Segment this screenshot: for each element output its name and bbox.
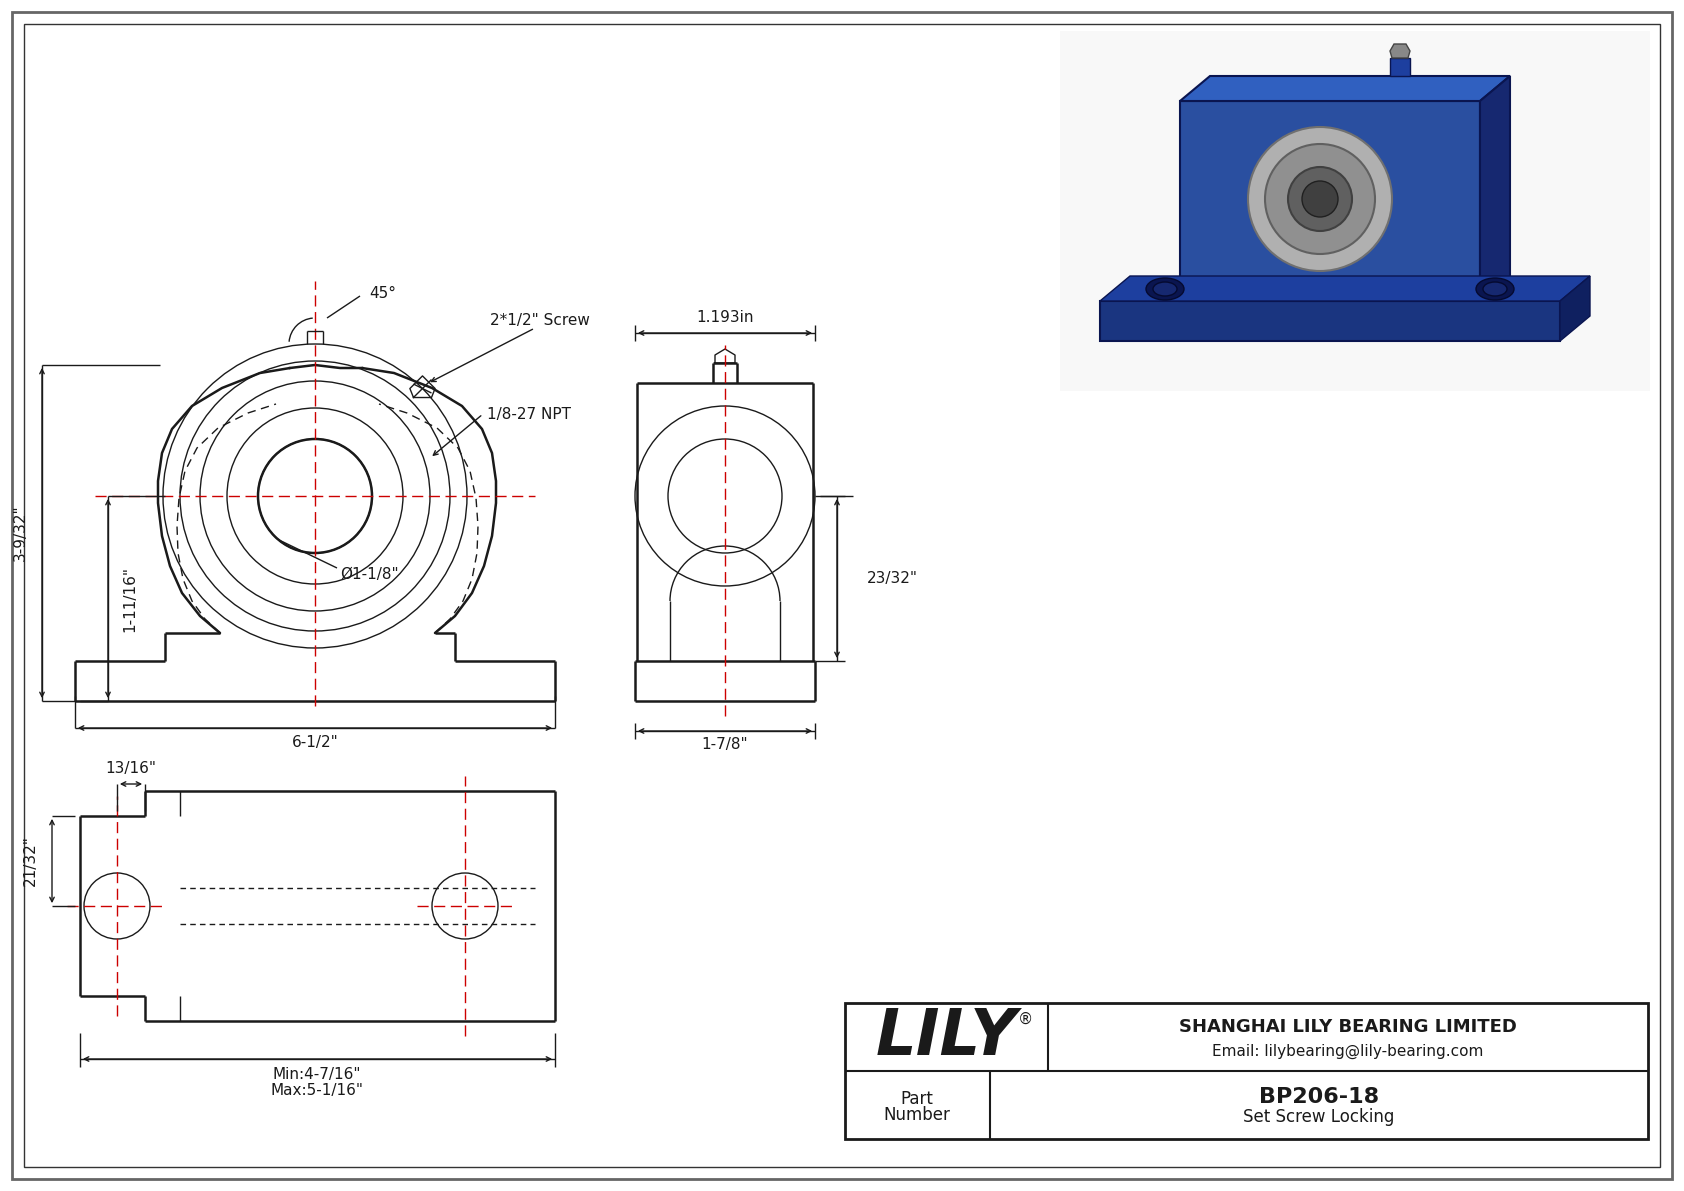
- Circle shape: [1302, 181, 1339, 217]
- Text: 2*1/2" Screw: 2*1/2" Screw: [490, 313, 589, 329]
- Bar: [1059, 31, 1650, 391]
- Text: 21/32": 21/32": [22, 836, 37, 886]
- Text: Set Screw Locking: Set Screw Locking: [1243, 1108, 1394, 1125]
- Text: BP206-18: BP206-18: [1260, 1087, 1379, 1106]
- Polygon shape: [1180, 76, 1511, 101]
- Circle shape: [1265, 144, 1376, 254]
- Ellipse shape: [1147, 278, 1184, 300]
- Polygon shape: [1559, 276, 1590, 341]
- Text: Email: lilybearing@lily-bearing.com: Email: lilybearing@lily-bearing.com: [1212, 1043, 1484, 1059]
- Polygon shape: [1480, 76, 1511, 301]
- Text: 23/32": 23/32": [867, 572, 918, 586]
- Circle shape: [1288, 167, 1352, 231]
- Text: Max:5-1/16": Max:5-1/16": [271, 1084, 364, 1098]
- Circle shape: [1248, 127, 1393, 272]
- Polygon shape: [1100, 276, 1590, 301]
- Text: 45°: 45°: [369, 287, 396, 301]
- Bar: [845, 1003, 1649, 1139]
- Bar: [1389, 58, 1410, 76]
- Text: 6-1/2": 6-1/2": [291, 735, 338, 749]
- Text: SHANGHAI LILY BEARING LIMITED: SHANGHAI LILY BEARING LIMITED: [1179, 1018, 1517, 1036]
- Text: 1-7/8": 1-7/8": [702, 737, 748, 753]
- Text: 1/8-27 NPT: 1/8-27 NPT: [487, 406, 571, 422]
- Text: 1.193in: 1.193in: [695, 311, 754, 325]
- Polygon shape: [1100, 301, 1559, 341]
- Ellipse shape: [1154, 282, 1177, 297]
- Text: Ø1-1/8": Ø1-1/8": [340, 567, 399, 581]
- Text: 3-9/32": 3-9/32": [12, 505, 27, 561]
- Text: LILY: LILY: [876, 1006, 1017, 1068]
- Ellipse shape: [1475, 278, 1514, 300]
- Polygon shape: [1180, 101, 1480, 301]
- Text: 1-11/16": 1-11/16": [123, 566, 138, 632]
- Polygon shape: [1389, 44, 1410, 58]
- Text: Number: Number: [884, 1106, 950, 1124]
- Text: 13/16": 13/16": [106, 761, 157, 775]
- Text: Part: Part: [901, 1090, 933, 1108]
- Text: Min:4-7/16": Min:4-7/16": [273, 1066, 362, 1081]
- Text: ®: ®: [1019, 1011, 1034, 1027]
- Ellipse shape: [1484, 282, 1507, 297]
